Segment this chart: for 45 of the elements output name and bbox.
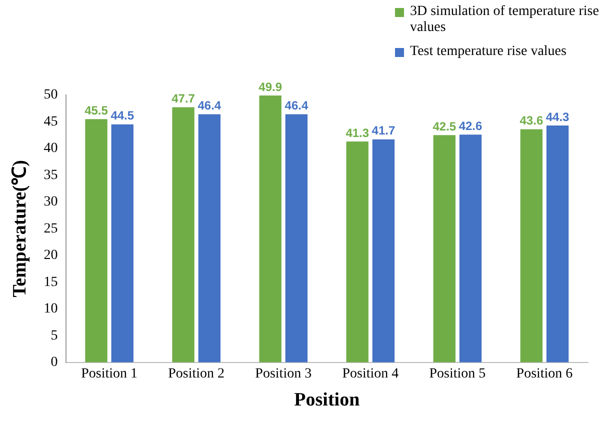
bar (85, 119, 108, 362)
y-tick-label: 25 (44, 221, 58, 236)
data-label: 44.3 (546, 110, 570, 124)
x-tick-label: Position 1 (81, 366, 138, 382)
x-tick-label: Position 3 (255, 366, 312, 382)
y-tick-label: 0 (50, 355, 58, 370)
data-label: 45.5 (84, 103, 108, 118)
data-label: 42.6 (458, 118, 483, 133)
x-tick-label: Position 4 (342, 366, 399, 382)
x-tick-label: Position 6 (516, 366, 573, 382)
y-tick-label: 50 (44, 88, 58, 103)
bar (172, 107, 194, 362)
y-tick-label: 15 (44, 274, 58, 290)
data-label: 46.4 (284, 98, 308, 113)
y-tick-label: 30 (44, 194, 58, 210)
bar (346, 142, 368, 362)
x-tick-label: Position 2 (168, 366, 225, 382)
data-label: 49.9 (258, 80, 282, 94)
y-tick-label: 45 (44, 114, 58, 130)
bar (520, 129, 543, 362)
bar (111, 124, 134, 362)
data-label: 42.5 (432, 119, 456, 134)
x-axis-title: Position (294, 390, 360, 411)
y-tick-label: 40 (44, 141, 58, 156)
bar (259, 96, 282, 362)
data-label: 47.7 (172, 92, 196, 106)
data-label: 46.4 (198, 98, 222, 113)
bar (198, 114, 220, 362)
legend-label: 3D simulation of temperature rise values (410, 4, 600, 36)
legend-label: Test temperature rise values (410, 44, 566, 60)
data-label: 41.7 (372, 124, 396, 138)
bar (546, 125, 569, 362)
data-label: 44.5 (110, 108, 134, 123)
bar (285, 114, 308, 362)
bar (433, 135, 456, 362)
y-axis-title: Temperature(℃) (9, 160, 30, 298)
data-label: 41.3 (346, 126, 370, 140)
bar (459, 134, 482, 362)
x-tick-label: Position 5 (429, 366, 486, 382)
y-tick-label: 35 (44, 168, 58, 183)
y-tick-label: 20 (44, 248, 58, 264)
bar (372, 139, 395, 362)
data-label: 43.6 (520, 114, 544, 128)
y-tick-label: 5 (50, 328, 58, 344)
y-tick-label: 10 (44, 302, 58, 317)
